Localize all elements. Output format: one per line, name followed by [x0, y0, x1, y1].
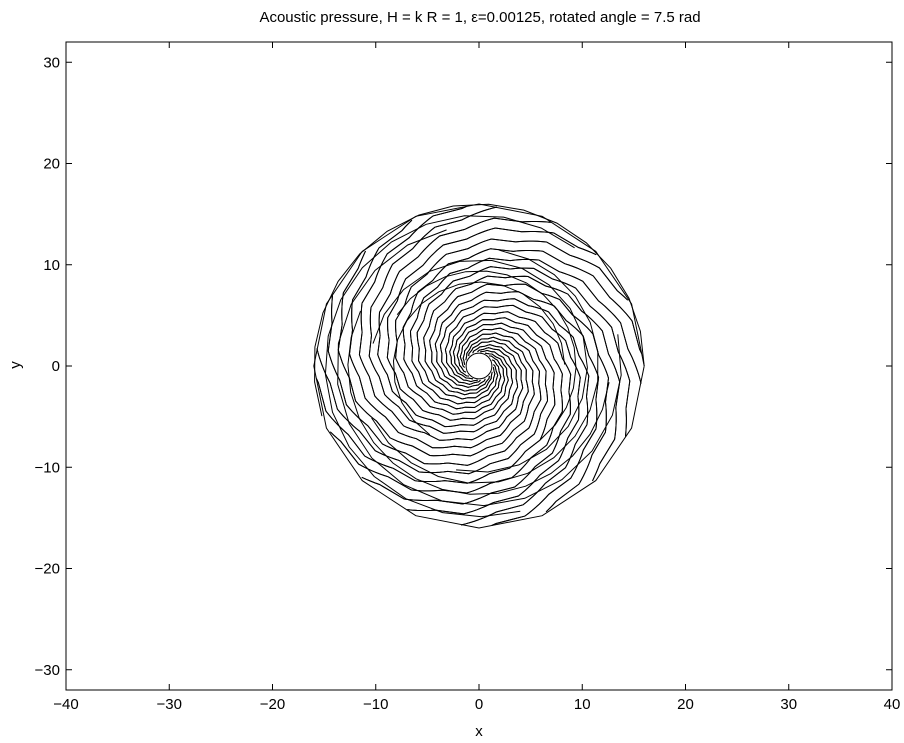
x-axis-ticks: −40 −30 −20 −10 0 10 20 30 40: [53, 42, 900, 713]
contour-ring: [372, 259, 588, 473]
x-tick-label: 30: [780, 696, 797, 713]
contour-ring: [371, 249, 599, 484]
contour-line: [337, 250, 535, 457]
contour-ring: [392, 281, 566, 436]
contour-line: [316, 327, 549, 475]
y-axis-label: y: [7, 361, 24, 369]
contour-ring: [347, 310, 610, 495]
contour-ring: [324, 215, 575, 518]
contour-line: [429, 283, 610, 513]
contour-line: [368, 206, 519, 434]
contour-line: [348, 219, 529, 449]
x-tick-label: −20: [260, 696, 285, 713]
contour-line: [315, 322, 556, 484]
scatterer-disc: [465, 352, 493, 380]
x-tick-label: 40: [884, 696, 901, 713]
y-tick-label: −10: [35, 459, 60, 476]
contour-line: [358, 206, 524, 441]
y-tick-label: 0: [52, 358, 60, 375]
contour-ring: [337, 229, 622, 507]
contour-line: [439, 298, 590, 526]
y-tick-label: 20: [43, 156, 60, 173]
contour-line: [429, 283, 610, 513]
contour-line: [409, 257, 642, 405]
contour-line: [386, 227, 597, 421]
contour-line: [329, 317, 563, 494]
x-tick-label: 0: [475, 696, 483, 713]
x-axis-label: x: [475, 723, 483, 740]
contour-line: [327, 295, 542, 466]
contour-line: [423, 275, 621, 482]
contour-line: [434, 291, 600, 526]
contour-line: [361, 311, 572, 505]
y-tick-label: 30: [43, 54, 60, 71]
x-tick-label: −40: [53, 696, 78, 713]
x-tick-label: 10: [574, 696, 591, 713]
domain-boundary: [313, 203, 645, 529]
chart-title: Acoustic pressure, H = k R = 1, ε=0.0012…: [259, 9, 700, 26]
contour-line: [402, 248, 643, 410]
x-tick-label: −30: [157, 696, 182, 713]
y-tick-label: 10: [43, 257, 60, 274]
contour-ring: [396, 270, 577, 440]
contour-line: [395, 238, 629, 415]
contour-line: [329, 317, 563, 494]
y-tick-label: −20: [35, 561, 60, 578]
y-tick-label: −30: [35, 662, 60, 679]
contour-line: [407, 304, 581, 515]
contour-line: [377, 217, 551, 428]
contour-lines: [313, 203, 645, 529]
x-tick-label: −10: [363, 696, 388, 713]
x-tick-label: 20: [677, 696, 694, 713]
y-axis-ticks: −30 −20 −10 0 10 20 30: [35, 54, 892, 679]
contour-ring: [314, 203, 645, 417]
contour-line: [416, 266, 631, 437]
